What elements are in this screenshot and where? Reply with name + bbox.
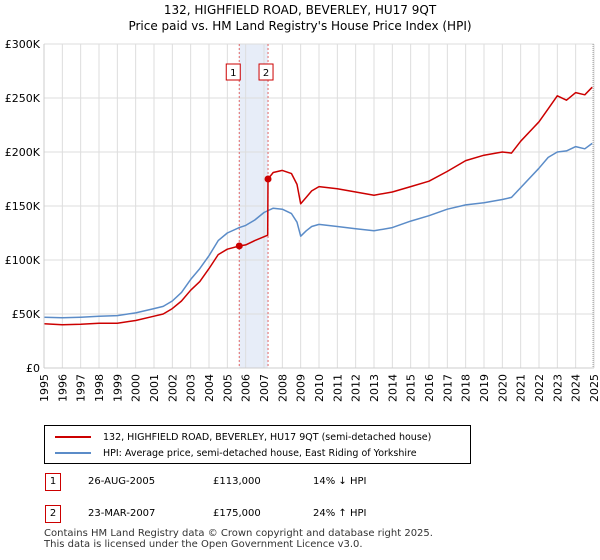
x-tick-label-26: 2021 — [515, 374, 528, 402]
price-chart: £0 £50K £100K £150K £200K £250K £300K 1995 1996 1… — [5, 38, 600, 402]
hpi-line — [43, 142, 593, 319]
x-tick-label-20: 2015 — [405, 374, 418, 402]
x-tick-label-15: 2010 — [313, 374, 326, 402]
footer-licence: This data is licensed under the Open Gov… — [44, 539, 363, 550]
transaction-date-1: 26-AUG-2005 — [88, 476, 156, 487]
sale-point-1 — [235, 242, 243, 250]
x-tick-label-9: 2004 — [203, 374, 216, 402]
footer-copyright: Contains HM Land Registry data © Crown c… — [44, 528, 433, 539]
property-price-line — [43, 86, 593, 326]
x-tick-label-27: 2022 — [533, 374, 546, 402]
legend-label-hpi: HPI: Average price, semi-detached house,… — [103, 447, 417, 459]
legend-item-hpi: HPI: Average price, semi-detached house,… — [55, 446, 417, 460]
x-tick-label-29: 2024 — [570, 374, 583, 402]
marker-label-2: 2 — [263, 68, 269, 79]
x-tick-label-22: 2017 — [441, 374, 454, 402]
chart-subtitle: Price paid vs. HM Land Registry's House … — [128, 19, 472, 33]
transaction-date-2: 23-MAR-2007 — [88, 508, 156, 519]
y-tick-label-6: £300K — [5, 38, 41, 51]
x-tick-label-2: 1997 — [75, 374, 88, 402]
x-tick-label-16: 2011 — [331, 374, 344, 402]
chart-title: 132, HIGHFIELD ROAD, BEVERLEY, HU17 9QT — [163, 3, 437, 17]
x-tick-label-14: 2009 — [295, 374, 308, 402]
x-tick-label-3: 1998 — [93, 374, 106, 402]
x-tick-label-23: 2018 — [460, 374, 473, 402]
x-tick-label-5: 2000 — [130, 374, 143, 402]
marker-box-2 — [258, 63, 274, 81]
legend-item-property: 132, HIGHFIELD ROAD, BEVERLEY, HU17 9QT … — [55, 430, 431, 444]
x-tick-label-10: 2005 — [221, 374, 234, 402]
footer: Contains HM Land Registry data © Crown c… — [44, 528, 433, 550]
x-tick-label-1: 1996 — [56, 374, 69, 402]
transaction-hpi-2: 24% ↑ HPI — [313, 508, 367, 519]
transaction-hpi-1: 14% ↓ HPI — [313, 476, 367, 487]
transaction-price-2: £175,000 — [213, 508, 261, 519]
x-tick-label-21: 2016 — [423, 374, 436, 402]
legend-label-property: 132, HIGHFIELD ROAD, BEVERLEY, HU17 9QT … — [103, 431, 432, 443]
y-tick-label-4: £200K — [5, 146, 41, 159]
transaction-price-1: £113,000 — [213, 476, 261, 487]
x-tick-label-0: 1995 — [38, 374, 51, 402]
x-tick-label-11: 2006 — [240, 374, 253, 402]
y-tick-label-0: £0 — [26, 362, 40, 375]
x-tick-label-13: 2008 — [276, 374, 289, 402]
y-tick-label-3: £150K — [5, 200, 41, 213]
x-tick-label-7: 2002 — [166, 374, 179, 402]
x-tick-label-30: 2025 — [588, 374, 600, 402]
sale-point-2 — [264, 175, 272, 183]
x-tick-label-24: 2019 — [478, 374, 491, 402]
legend-swatch-property — [55, 436, 91, 438]
marker-box-1 — [225, 63, 241, 81]
transaction-badge-2: 2 — [45, 505, 61, 523]
x-tick-label-25: 2020 — [496, 374, 509, 402]
marker-label-1: 1 — [230, 68, 236, 79]
legend-swatch-hpi — [55, 452, 91, 454]
y-tick-label-5: £250K — [5, 92, 41, 105]
x-tick-label-6: 2001 — [148, 374, 161, 402]
legend: 132, HIGHFIELD ROAD, BEVERLEY, HU17 9QT … — [44, 425, 471, 464]
x-tick-label-12: 2007 — [258, 374, 271, 402]
transaction-badge-1: 1 — [45, 473, 61, 491]
x-tick-label-17: 2012 — [350, 374, 363, 402]
x-tick-label-4: 1999 — [111, 374, 124, 402]
y-tick-label-1: £50K — [12, 308, 41, 321]
x-tick-label-28: 2023 — [551, 374, 564, 402]
y-tick-label-2: £100K — [5, 254, 41, 267]
x-tick-label-8: 2003 — [185, 374, 198, 402]
x-tick-label-19: 2014 — [386, 374, 399, 402]
x-tick-label-18: 2013 — [368, 374, 381, 402]
